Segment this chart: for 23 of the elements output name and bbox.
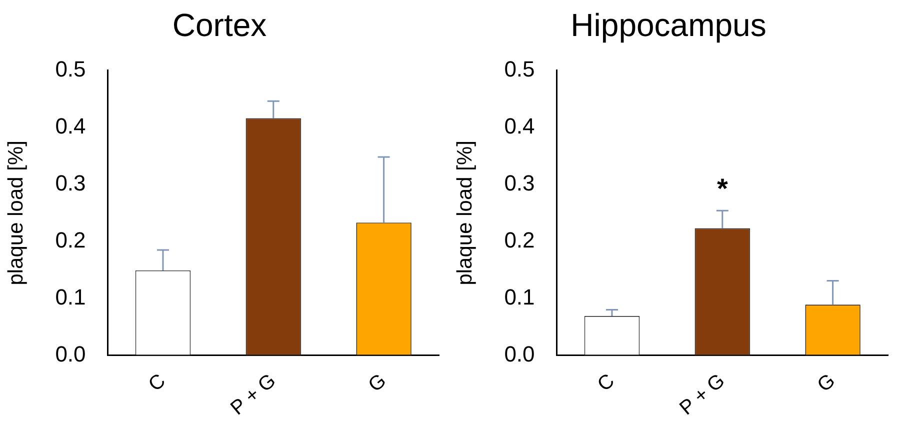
y-axis-title: plaque load [%]	[4, 140, 28, 286]
x-tick-label: C	[144, 370, 170, 396]
x-tick-label: G	[813, 370, 840, 397]
x-tick-label: P + G	[676, 370, 730, 420]
y-tick-label: 0.5	[504, 56, 535, 82]
y-tick-label: 0.4	[55, 113, 86, 138]
x-tick-label: P + G	[226, 370, 280, 420]
y-tick-label: 0.0	[55, 341, 86, 366]
chart-title: Cortex	[172, 7, 267, 44]
y-tick-label: 0.4	[504, 113, 535, 138]
annotation: *	[716, 172, 728, 204]
y-tick-label: 0.1	[55, 284, 86, 310]
y-tick-label: 0.3	[55, 170, 86, 196]
y-tick-label: 0.2	[504, 227, 535, 252]
chart-title: Hippocampus	[570, 7, 766, 44]
y-tick-label: 0.5	[55, 56, 86, 82]
x-tick-label: C	[594, 370, 619, 396]
y-axis-title: plaque load [%]	[453, 140, 476, 286]
y-tick-label: 0.3	[504, 170, 535, 196]
y-tick-label: 0.0	[504, 341, 535, 366]
x-tick-label: G	[364, 370, 391, 397]
y-tick-label: 0.2	[55, 227, 86, 252]
y-tick-label: 0.1	[504, 284, 535, 310]
